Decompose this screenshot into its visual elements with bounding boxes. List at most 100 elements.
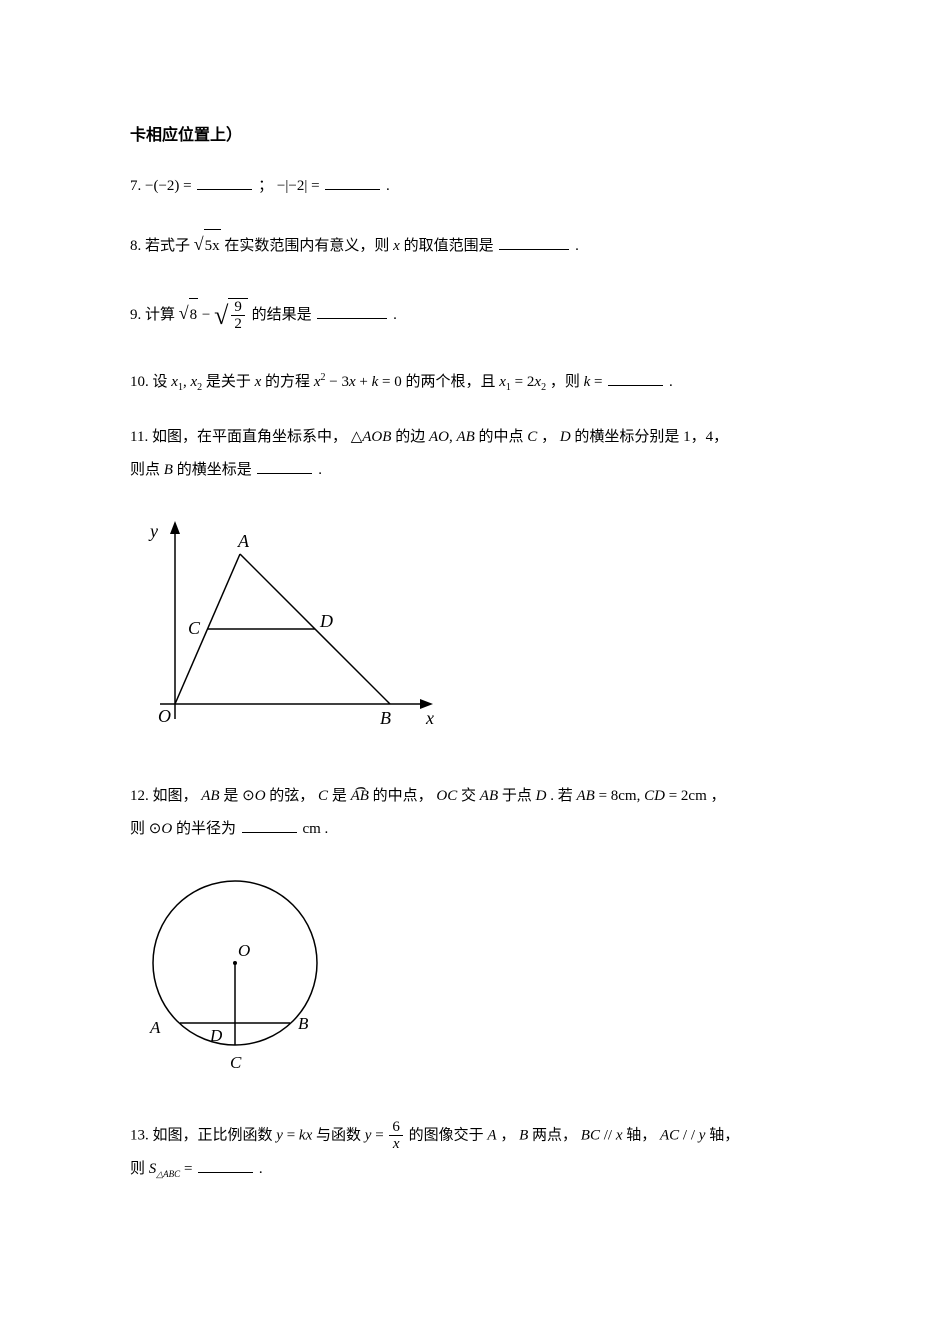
q12-text10: 则	[130, 821, 145, 837]
q13-text8: 则	[130, 1161, 145, 1177]
q10-x1: x	[171, 374, 178, 390]
q9-frac-num: 9	[231, 299, 245, 317]
svg-text:O: O	[238, 941, 250, 960]
q13-frac-den: x	[389, 1136, 403, 1153]
q13-y1: y	[276, 1127, 283, 1143]
q12-ab: AB	[201, 788, 219, 804]
q8-var-x: x	[393, 238, 400, 254]
q13-sub-abc: △ABC	[156, 1169, 180, 1179]
q13-text1: 如图，正比例函数	[153, 1127, 273, 1143]
q11-text7: 的横坐标是	[177, 462, 252, 478]
q13-a: A	[487, 1127, 496, 1143]
svg-text:y: y	[148, 521, 158, 541]
circle-svg: O A B D C	[130, 868, 340, 1083]
q13-frac: 6 x	[389, 1119, 403, 1153]
q12-blank	[242, 815, 297, 833]
svg-text:A: A	[149, 1018, 161, 1037]
q13-number: 13.	[130, 1127, 149, 1143]
q7-period: .	[386, 178, 390, 194]
q11-text1: 如图，在平面直角坐标系中，	[152, 429, 347, 445]
q10-comma1: ,	[183, 374, 187, 390]
q12-number: 12.	[130, 788, 149, 804]
question-10: 10. 设 x1, x2 是关于 x 的方程 x2 − 3x + k = 0 的…	[130, 366, 820, 399]
q11-text4: ，	[541, 429, 556, 445]
q13-blank	[198, 1155, 253, 1173]
figure-circle: O A B D C	[130, 868, 820, 1094]
svg-text:D: D	[319, 611, 333, 631]
sqrt-icon-1: √8	[179, 294, 198, 334]
q13-ac: AC	[660, 1127, 679, 1143]
q10-text2: 是关于	[206, 374, 251, 390]
q12-text6: 交	[461, 788, 476, 804]
q13-yaxis: y	[699, 1127, 706, 1143]
question-7: 7. −(−2) = ； −|−2| = .	[130, 170, 820, 203]
q11-blank	[257, 456, 312, 474]
circle-icon-2: ⊙	[149, 821, 162, 837]
q12-o: O	[255, 788, 266, 804]
svg-text:B: B	[380, 708, 391, 728]
q13-bc: BC	[581, 1127, 600, 1143]
q12-eq2: = 2cm	[665, 788, 707, 804]
q7-blank2	[325, 172, 380, 190]
q12-c: C	[318, 788, 328, 804]
q13-text4: ，	[500, 1127, 515, 1143]
q10-text4: 的两个根，且	[405, 374, 495, 390]
sqrt-icon: √5x	[194, 225, 221, 265]
q10-k-eq: =	[590, 374, 602, 390]
q10-eq-minus: − 3	[325, 374, 348, 390]
q11-text3: 的中点	[479, 429, 524, 445]
svg-text:A: A	[237, 531, 250, 551]
question-12: 12. 如图， AB 是 ⊙O 的弦， C 是 AB 的中点， OC 交 AB …	[130, 780, 820, 846]
svg-text:D: D	[209, 1026, 223, 1045]
q10-number: 10.	[130, 374, 149, 390]
question-9: 9. 计算 √8 − √ 9 2 的结果是 .	[130, 287, 820, 344]
q8-period: .	[575, 238, 579, 254]
svg-text:O: O	[158, 706, 171, 726]
q12-text4: 是	[332, 788, 347, 804]
q13-eq1: =	[283, 1127, 299, 1143]
q10-text5: ，则	[550, 374, 580, 390]
q11-comma: ,	[449, 429, 453, 445]
q12-unit: cm	[302, 821, 320, 837]
q10-eq-x: x	[349, 374, 356, 390]
q8-blank	[499, 232, 569, 250]
q11-number: 11.	[130, 429, 148, 445]
sqrt-icon-2: √ 9 2	[214, 287, 248, 344]
q13-xaxis: x	[616, 1127, 623, 1143]
q13-text7: 轴，	[709, 1127, 739, 1143]
q10-text3: 的方程	[265, 374, 310, 390]
q10-var-x: x	[255, 374, 262, 390]
question-13: 13. 如图，正比例函数 y = kx 与函数 y = 6 x 的图像交于 A …	[130, 1119, 820, 1186]
q11-d: D	[560, 429, 571, 445]
q12-d: D	[536, 788, 547, 804]
q11-period: .	[318, 462, 322, 478]
q8-text3: 的取值范围是	[404, 238, 494, 254]
q11-text6: 则点	[130, 462, 160, 478]
figure-triangle: y x A B C D O	[130, 509, 820, 755]
q11-c: C	[527, 429, 537, 445]
q13-kx-k: k	[299, 1127, 306, 1143]
svg-text:x: x	[425, 708, 434, 728]
q13-kx-x: x	[306, 1127, 313, 1143]
q10-text1: 设	[153, 374, 168, 390]
q9-frac: 9 2	[231, 299, 245, 333]
q11-text5: 的横坐标分别是 1，4，	[574, 429, 728, 445]
q12-text1: 如图，	[153, 788, 198, 804]
q9-sqrt1: 8	[190, 307, 198, 323]
q7-expr1: −(−2) =	[145, 178, 192, 194]
q10-rel-eq: = 2	[511, 374, 534, 390]
q11-ao: AO	[429, 429, 449, 445]
q13-text5: 两点，	[532, 1127, 577, 1143]
q13-eq2: =	[371, 1127, 387, 1143]
q10-rel-x1: x	[499, 374, 506, 390]
q8-number: 8.	[130, 238, 141, 254]
q13-text6: 轴，	[626, 1127, 656, 1143]
q12-text8: . 若	[550, 788, 573, 804]
q13-eq3: =	[180, 1161, 192, 1177]
q11-b: B	[164, 462, 173, 478]
q12-oc: OC	[436, 788, 457, 804]
q8-text2: 在实数范围内有意义，则	[224, 238, 389, 254]
triangle-icon: △	[351, 429, 363, 445]
q12-text11: 的半径为	[176, 821, 236, 837]
triangle-svg: y x A B C D O	[130, 509, 440, 744]
